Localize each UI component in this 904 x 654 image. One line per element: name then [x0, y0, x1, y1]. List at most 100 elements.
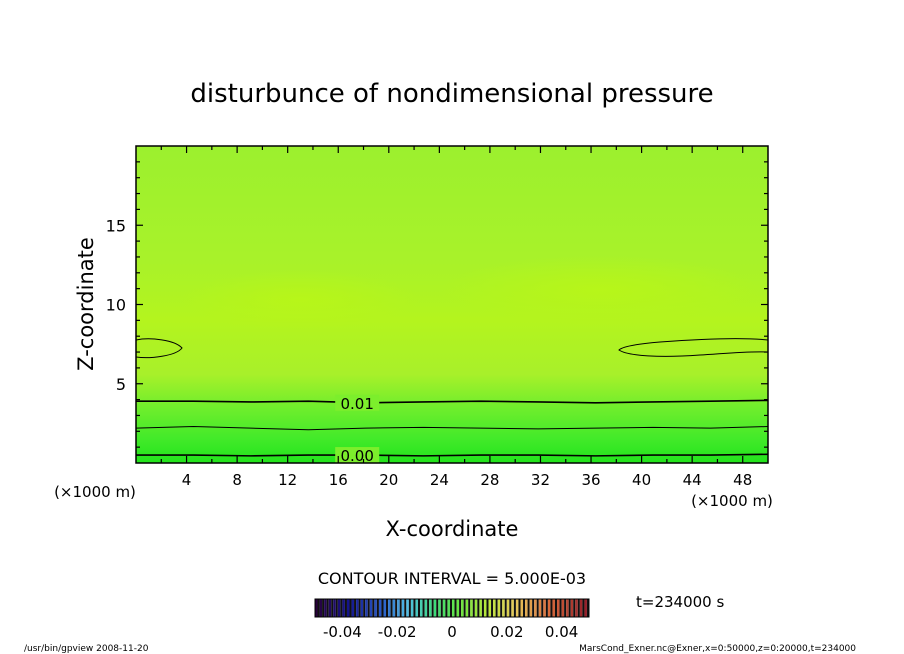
colorbar-cell-gap	[518, 599, 521, 617]
colorbar-cell-gap	[509, 599, 512, 617]
contour-label-bg	[335, 394, 380, 411]
x-tick-label: 4	[182, 471, 192, 489]
colorbar-cell-gap	[523, 599, 526, 617]
x-tick-label: 12	[278, 471, 297, 489]
colorbar-cell	[433, 599, 437, 617]
colorbar-cell	[369, 599, 373, 617]
colorbar-cell	[315, 599, 318, 617]
colorbar-cell-gap	[367, 599, 370, 617]
colorbar-cell	[470, 599, 473, 617]
colorbar-cell-gap	[408, 599, 411, 617]
colorbar-cell	[456, 599, 460, 617]
colorbar-cell-gap	[554, 599, 558, 617]
colorbar-cell	[575, 599, 578, 617]
colorbar-cell-gap	[331, 599, 334, 617]
colorbar-cell	[356, 599, 359, 617]
colorbar-cell	[447, 599, 450, 617]
colorbar-cell-gap	[399, 599, 402, 617]
colorbar-cell-gap	[417, 599, 421, 617]
colorbar-cell	[319, 599, 323, 617]
colorbar-cell	[538, 599, 542, 617]
colorbar-cell	[493, 599, 496, 617]
colorbar-cell-gap	[427, 599, 430, 617]
colorbar-cell	[561, 599, 565, 617]
colorbar-cell	[570, 599, 574, 617]
colorbar-cell	[442, 599, 446, 617]
colorbar-cell-gap	[573, 599, 576, 617]
colorbar-cell	[483, 599, 487, 617]
colorbar-tick-label: -0.04	[323, 623, 362, 641]
contour-line	[136, 426, 768, 431]
colorbar-cell-gap	[527, 599, 530, 617]
colorbar-cell-gap	[513, 599, 516, 617]
colorbar-cell	[397, 599, 400, 617]
colorbar-cell	[566, 599, 569, 617]
colorbar-cell-gap	[386, 599, 389, 617]
colorbar-cell	[474, 599, 478, 617]
colorbar-cell-gap	[463, 599, 466, 617]
colorbar-cell	[552, 599, 555, 617]
y-tick-label: 15	[106, 216, 126, 235]
x-tick-label: 24	[430, 471, 449, 489]
contour-label: 0.00	[340, 447, 373, 465]
colorbar-cell	[584, 599, 587, 617]
colorbar-tick-label: 0.02	[490, 623, 523, 641]
colorbar-cell-gap	[495, 599, 498, 617]
colorbar-cell-gap	[440, 599, 443, 617]
colorbar-cell-gap	[372, 599, 375, 617]
colorbar-cell-gap	[404, 599, 407, 617]
colorbar-cell-gap	[481, 599, 484, 617]
x-tick-label: 36	[581, 471, 600, 489]
colorbar-cell	[543, 599, 546, 617]
colorbar-cell-gap	[500, 599, 503, 617]
colorbar-cell-gap	[577, 599, 580, 617]
colorbar-tick-label: 0	[447, 623, 457, 641]
colorbar-cell-gap	[335, 599, 338, 617]
colorbar-cell	[324, 599, 327, 617]
colorbar-cell-gap	[349, 599, 352, 617]
colorbar-cell-gap	[340, 599, 343, 617]
colorbar-cell-gap	[459, 599, 462, 617]
colorbar-cell-gap	[541, 599, 544, 617]
colorbar-cell-gap	[422, 599, 425, 617]
colorbar-cell	[429, 599, 432, 617]
x-tick-label: 20	[379, 471, 398, 489]
colorbar-cell-gap	[395, 599, 398, 617]
colorbar-cell	[520, 599, 524, 617]
colorbar	[315, 599, 589, 617]
colorbar-tick-label: 0.04	[545, 623, 578, 641]
colorbar-cell-gap	[449, 599, 452, 617]
colorbar-cell-gap	[363, 599, 366, 617]
contour-line	[136, 453, 768, 457]
colorbar-cell-gap	[431, 599, 434, 617]
contour-line	[136, 399, 768, 404]
colorbar-cell-gap	[545, 599, 548, 617]
colorbar-cell-gap	[413, 599, 416, 617]
colorbar-tick-label: -0.02	[378, 623, 417, 641]
colorbar-cell	[502, 599, 505, 617]
chart-title: disturbunce of nondimensional pressure	[190, 79, 713, 109]
colorbar-cell-gap	[326, 599, 329, 617]
colorbar-cell	[557, 599, 560, 617]
x-unit-left: (×1000 m)	[54, 483, 136, 501]
colorbar-cell	[479, 599, 482, 617]
colorbar-cell-gap	[454, 599, 457, 617]
colorbar-cell	[406, 599, 409, 617]
colorbar-cell	[506, 599, 510, 617]
colorbar-cell	[488, 599, 492, 617]
field-highlight	[180, 270, 420, 330]
colorbar-cell	[438, 599, 441, 617]
colorbar-cell	[511, 599, 514, 617]
colorbar-cell-gap	[436, 599, 439, 617]
x-unit-right: (×1000 m)	[691, 492, 773, 510]
colorbar-cell	[365, 599, 368, 617]
colorbar-cell	[378, 599, 382, 617]
colorbar-cell-gap	[586, 599, 589, 617]
colorbar-cell	[410, 599, 414, 617]
colorbar-cell	[424, 599, 428, 617]
colorbar-cell-gap	[376, 599, 379, 617]
y-tick-label: 5	[116, 375, 126, 394]
x-tick-label: 8	[232, 471, 242, 489]
colorbar-cell	[360, 599, 364, 617]
